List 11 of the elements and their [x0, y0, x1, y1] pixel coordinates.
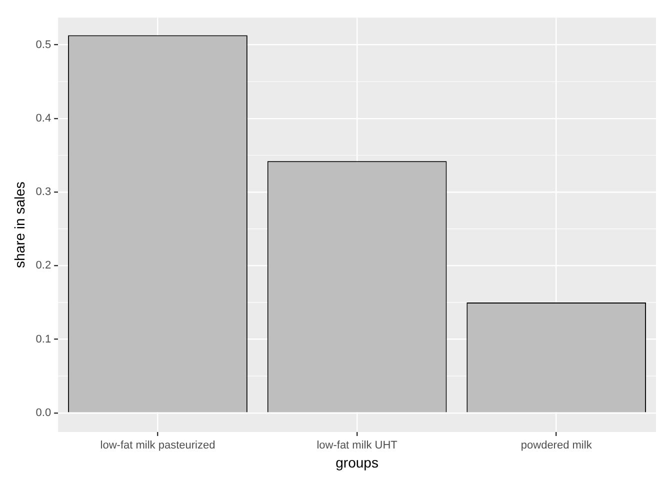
x-axis-title: groups	[336, 454, 378, 470]
y-tick-label: 0.0	[36, 406, 52, 419]
y-tick-label: 0.3	[36, 186, 52, 198]
x-tick-label: powdered milk	[520, 440, 592, 452]
x-tick-label: low-fat milk pasteurized	[100, 440, 216, 452]
y-tick-label: 0.1	[36, 333, 52, 346]
y-tick-label: 0.4	[36, 112, 52, 124]
y-tick-label: 0.2	[36, 260, 52, 272]
y-axis-title: share in sales	[11, 182, 28, 268]
y-tick-label: 0.5	[36, 38, 52, 51]
x-tick-label: low-fat milk UHT	[316, 440, 398, 452]
